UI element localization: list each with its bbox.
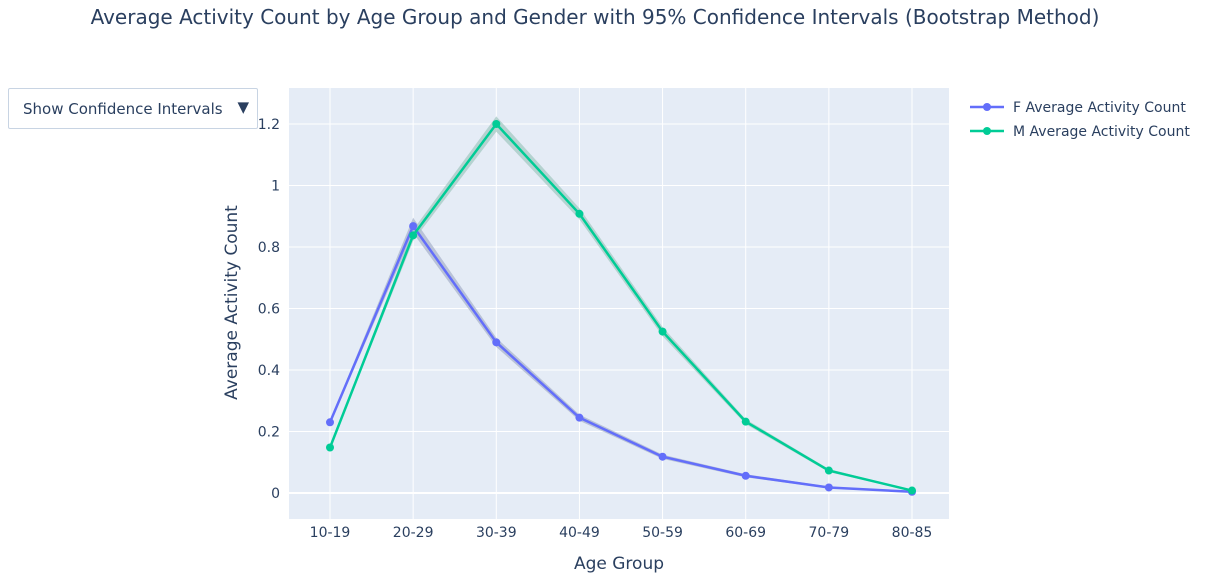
data-point-layer	[326, 120, 916, 496]
data-point	[492, 120, 501, 128]
data-point	[658, 327, 667, 336]
legend: F Average Activity Count M Average Activi…	[970, 100, 1190, 140]
x-tick-label: 50-59	[642, 525, 683, 541]
y-tick-label: 0.8	[258, 240, 280, 256]
grid-layer	[289, 88, 949, 519]
legend-swatch-marker	[983, 103, 991, 111]
x-tick-label: 60-69	[725, 525, 766, 541]
y-tick-label: 1.2	[258, 117, 280, 133]
data-point	[326, 418, 334, 427]
data-point	[824, 466, 833, 475]
x-tick-label: 30-39	[476, 525, 517, 541]
data-point	[741, 417, 750, 426]
x-tick-label: 70-79	[809, 525, 850, 541]
x-tick-labels: 10-19 20-29 30-39 40-49 50-59 60-69 70-79 80-85	[310, 525, 933, 541]
plot-background	[289, 88, 949, 519]
y-tick-label: 0.2	[258, 425, 280, 441]
x-tick-label: 80-85	[892, 525, 933, 541]
x-tick-label: 40-49	[559, 525, 600, 541]
y-tick-label: 0.4	[258, 363, 280, 379]
y-tick-label: 0	[271, 486, 280, 502]
data-point	[908, 486, 916, 495]
legend-swatch-marker	[983, 127, 991, 135]
data-point	[741, 471, 750, 480]
triangle-down-icon[interactable]: ▼	[237, 98, 249, 116]
data-point	[409, 222, 418, 231]
series-line-layer	[328, 122, 913, 494]
dropdown-label: Show Confidence Intervals	[23, 100, 223, 118]
data-point	[824, 483, 833, 492]
data-point	[658, 452, 667, 461]
legend-label: M Average Activity Count	[1013, 124, 1190, 140]
y-tick-labels: 0 0.2 0.4 0.6 0.8 1 1.2	[258, 117, 280, 502]
data-point	[575, 209, 584, 218]
x-tick-label: 20-29	[393, 525, 434, 541]
legend-label: F Average Activity Count	[1013, 100, 1186, 116]
series-line	[328, 122, 913, 492]
series-line	[328, 224, 913, 494]
y-axis-title: Average Activity Count	[222, 205, 242, 400]
chart-title: Average Activity Count by Age Group and …	[90, 5, 1100, 29]
confidence-interval-dropdown[interactable]: Show Confidence Intervals ▼	[8, 88, 258, 129]
y-tick-label: 1	[271, 179, 280, 195]
x-tick-label: 10-19	[310, 525, 351, 541]
data-point	[492, 338, 501, 347]
x-axis-title: Age Group	[574, 554, 664, 574]
data-point	[409, 231, 418, 240]
data-point	[326, 443, 334, 452]
y-tick-label: 0.6	[258, 302, 280, 318]
data-point	[575, 413, 584, 422]
